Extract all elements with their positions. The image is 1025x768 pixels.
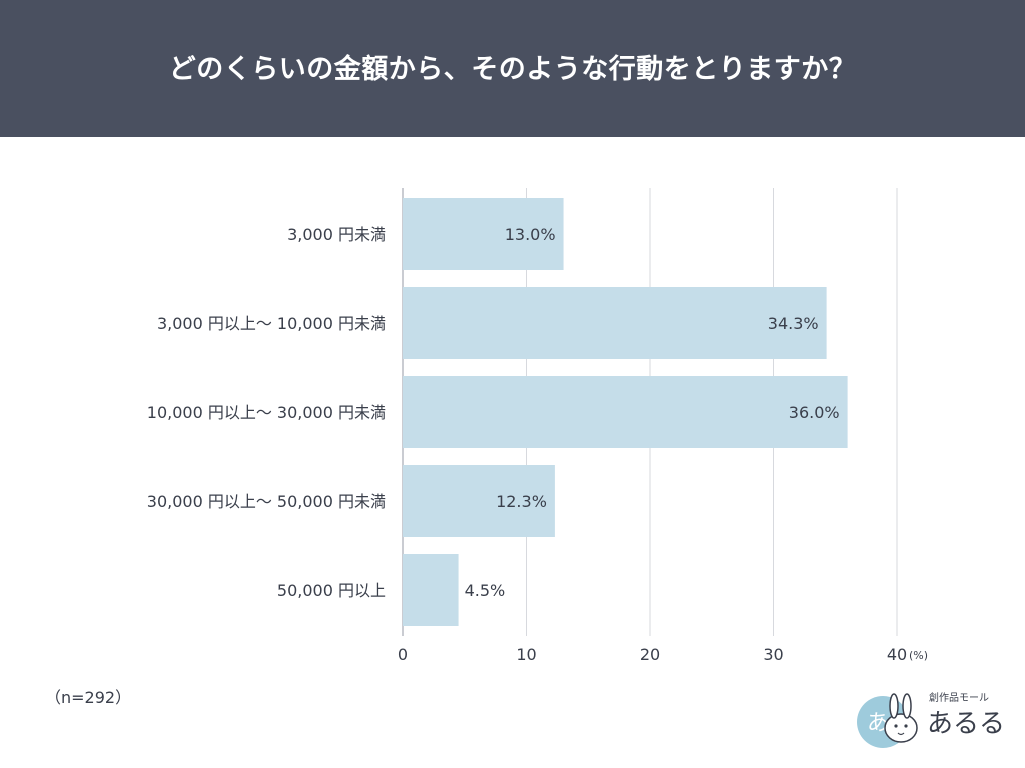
data-label: 13.0% xyxy=(505,225,556,244)
bar xyxy=(403,554,459,626)
x-tick-label: 40 xyxy=(887,645,907,664)
bar xyxy=(403,376,848,448)
category-label: 3,000 円以上〜 10,000 円未満 xyxy=(157,314,386,333)
data-label: 36.0% xyxy=(789,403,840,422)
x-tick-label: 0 xyxy=(398,645,408,664)
x-tick-label: 30 xyxy=(763,645,783,664)
bar xyxy=(403,287,827,359)
rabbit-logo-icon: あ xyxy=(857,693,918,748)
logo-caption: 創作品モール xyxy=(929,692,989,704)
header-banner: どのくらいの金額から、そのような行動をとりますか？ xyxy=(0,0,1025,137)
x-unit-label: (%) xyxy=(909,649,928,662)
x-tick-label: 20 xyxy=(640,645,660,664)
bar xyxy=(403,198,564,270)
category-label: 3,000 円未満 xyxy=(287,225,386,244)
sample-size-note: （n=292） xyxy=(45,688,132,707)
category-label: 10,000 円以上〜 30,000 円未満 xyxy=(147,403,386,422)
bar xyxy=(403,465,555,537)
data-label: 34.3% xyxy=(768,314,819,333)
category-label: 30,000 円以上〜 50,000 円未満 xyxy=(147,492,386,511)
brand-logo: あ 創作品モール あるる xyxy=(857,692,1005,748)
category-label: 50,000 円以上 xyxy=(277,581,386,600)
logo-icon-letter: あ xyxy=(867,711,889,736)
page-title: どのくらいの金額から、そのような行動をとりますか？ xyxy=(168,54,857,85)
logo-name: あるる xyxy=(927,709,1005,739)
data-label: 12.3% xyxy=(496,492,547,511)
x-tick-label: 10 xyxy=(516,645,536,664)
data-label: 4.5% xyxy=(465,581,506,600)
